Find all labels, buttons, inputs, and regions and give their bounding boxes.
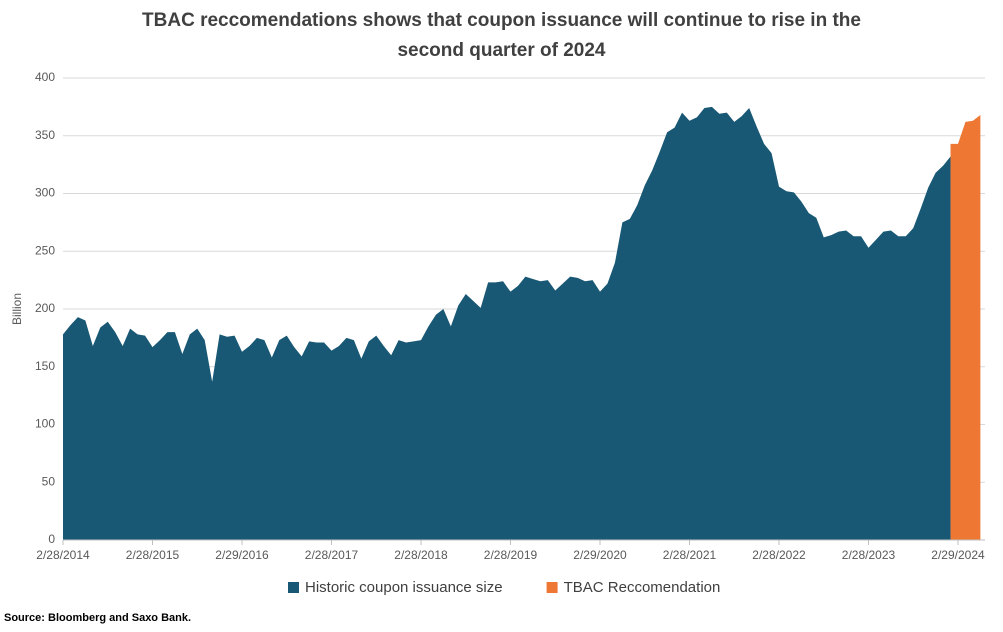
y-tick-label: 150 [35, 359, 55, 373]
x-tick-label: 2/29/2016 [215, 548, 269, 562]
x-tick-label: 2/28/2017 [305, 548, 359, 562]
x-tick-label: 2/28/2021 [663, 548, 717, 562]
x-tick-label: 2/28/2022 [752, 548, 806, 562]
x-tick-label: 2/28/2018 [394, 548, 448, 562]
y-tick-label: 300 [35, 186, 55, 200]
area [950, 114, 981, 541]
chart-title: TBAC reccomendations shows that coupon i… [142, 10, 861, 61]
y-tick-label: 0 [48, 532, 55, 546]
y-tick-label: 200 [35, 301, 55, 315]
legend-label: TBAC Reccomendation [564, 579, 721, 596]
area [63, 106, 951, 540]
y-axis-label: Billion [10, 293, 24, 325]
source: Source: Bloomberg and Saxo Bank. [4, 612, 191, 624]
x-tick-label: 2/29/2020 [573, 548, 627, 562]
x-tick-label: 2/28/2019 [484, 548, 538, 562]
y-tick-label: 100 [35, 417, 55, 431]
x-tick-label: 2/28/2014 [36, 548, 90, 562]
x-tick-label: 2/29/2024 [931, 548, 985, 562]
legend-label: Historic coupon issuance size [305, 579, 503, 596]
y-tick-label: 400 [35, 70, 55, 84]
y-tick-label: 250 [35, 243, 55, 257]
x-tick-label: 2/28/2015 [126, 548, 180, 562]
legend-swatch [288, 582, 299, 593]
y-tick-label: 350 [35, 128, 55, 142]
legend-swatch [546, 582, 558, 593]
y-tick-label: 50 [42, 474, 56, 488]
x-tick-label: 2/28/2023 [842, 548, 896, 562]
